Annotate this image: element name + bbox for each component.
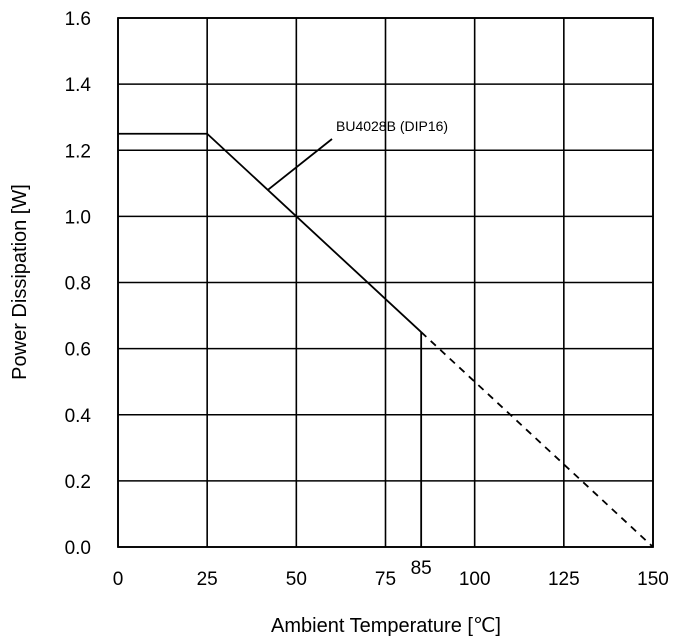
y-tick-label: 0.6 bbox=[65, 340, 91, 361]
derating-curve-line bbox=[118, 132, 422, 333]
x-tick-label: 125 bbox=[548, 569, 580, 590]
temperature-marker-label: 85 bbox=[411, 558, 432, 579]
marker-layer: 85 bbox=[267, 138, 432, 579]
plot-frame bbox=[117, 17, 654, 548]
x-axis-title: Ambient Temperature [℃] bbox=[271, 615, 501, 637]
annotation-leader-line bbox=[267, 138, 333, 191]
x-tick-label: 150 bbox=[637, 569, 669, 590]
tick-labels: 0 25 50 75 100 125 150 0.0 0.2 0.4 0.6 0.8 1.0 1.2 1.4… bbox=[65, 9, 669, 590]
y-tick-label: 1.0 bbox=[65, 207, 91, 228]
y-axis-title: Power Dissipation [W] bbox=[9, 184, 31, 380]
y-tick-label: 0.0 bbox=[65, 538, 91, 559]
y-tick-label: 1.6 bbox=[65, 9, 91, 30]
derating-extension-dashed-line bbox=[420, 331, 654, 548]
x-tick-label: 0 bbox=[113, 569, 124, 590]
x-tick-label: 75 bbox=[375, 569, 396, 590]
y-tick-label: 0.2 bbox=[65, 472, 91, 493]
x-tick-label: 25 bbox=[197, 569, 218, 590]
x-tick-label: 100 bbox=[459, 569, 491, 590]
series-lines bbox=[118, 132, 654, 548]
grid-lines bbox=[117, 17, 654, 548]
y-tick-label: 0.8 bbox=[65, 274, 91, 295]
y-tick-label: 1.4 bbox=[65, 75, 92, 96]
y-tick-label: 1.2 bbox=[65, 141, 91, 162]
series-annotation-label: BU4028B (DIP16) bbox=[336, 118, 448, 134]
x-tick-label: 50 bbox=[286, 569, 307, 590]
y-tick-label: 0.4 bbox=[65, 406, 92, 427]
